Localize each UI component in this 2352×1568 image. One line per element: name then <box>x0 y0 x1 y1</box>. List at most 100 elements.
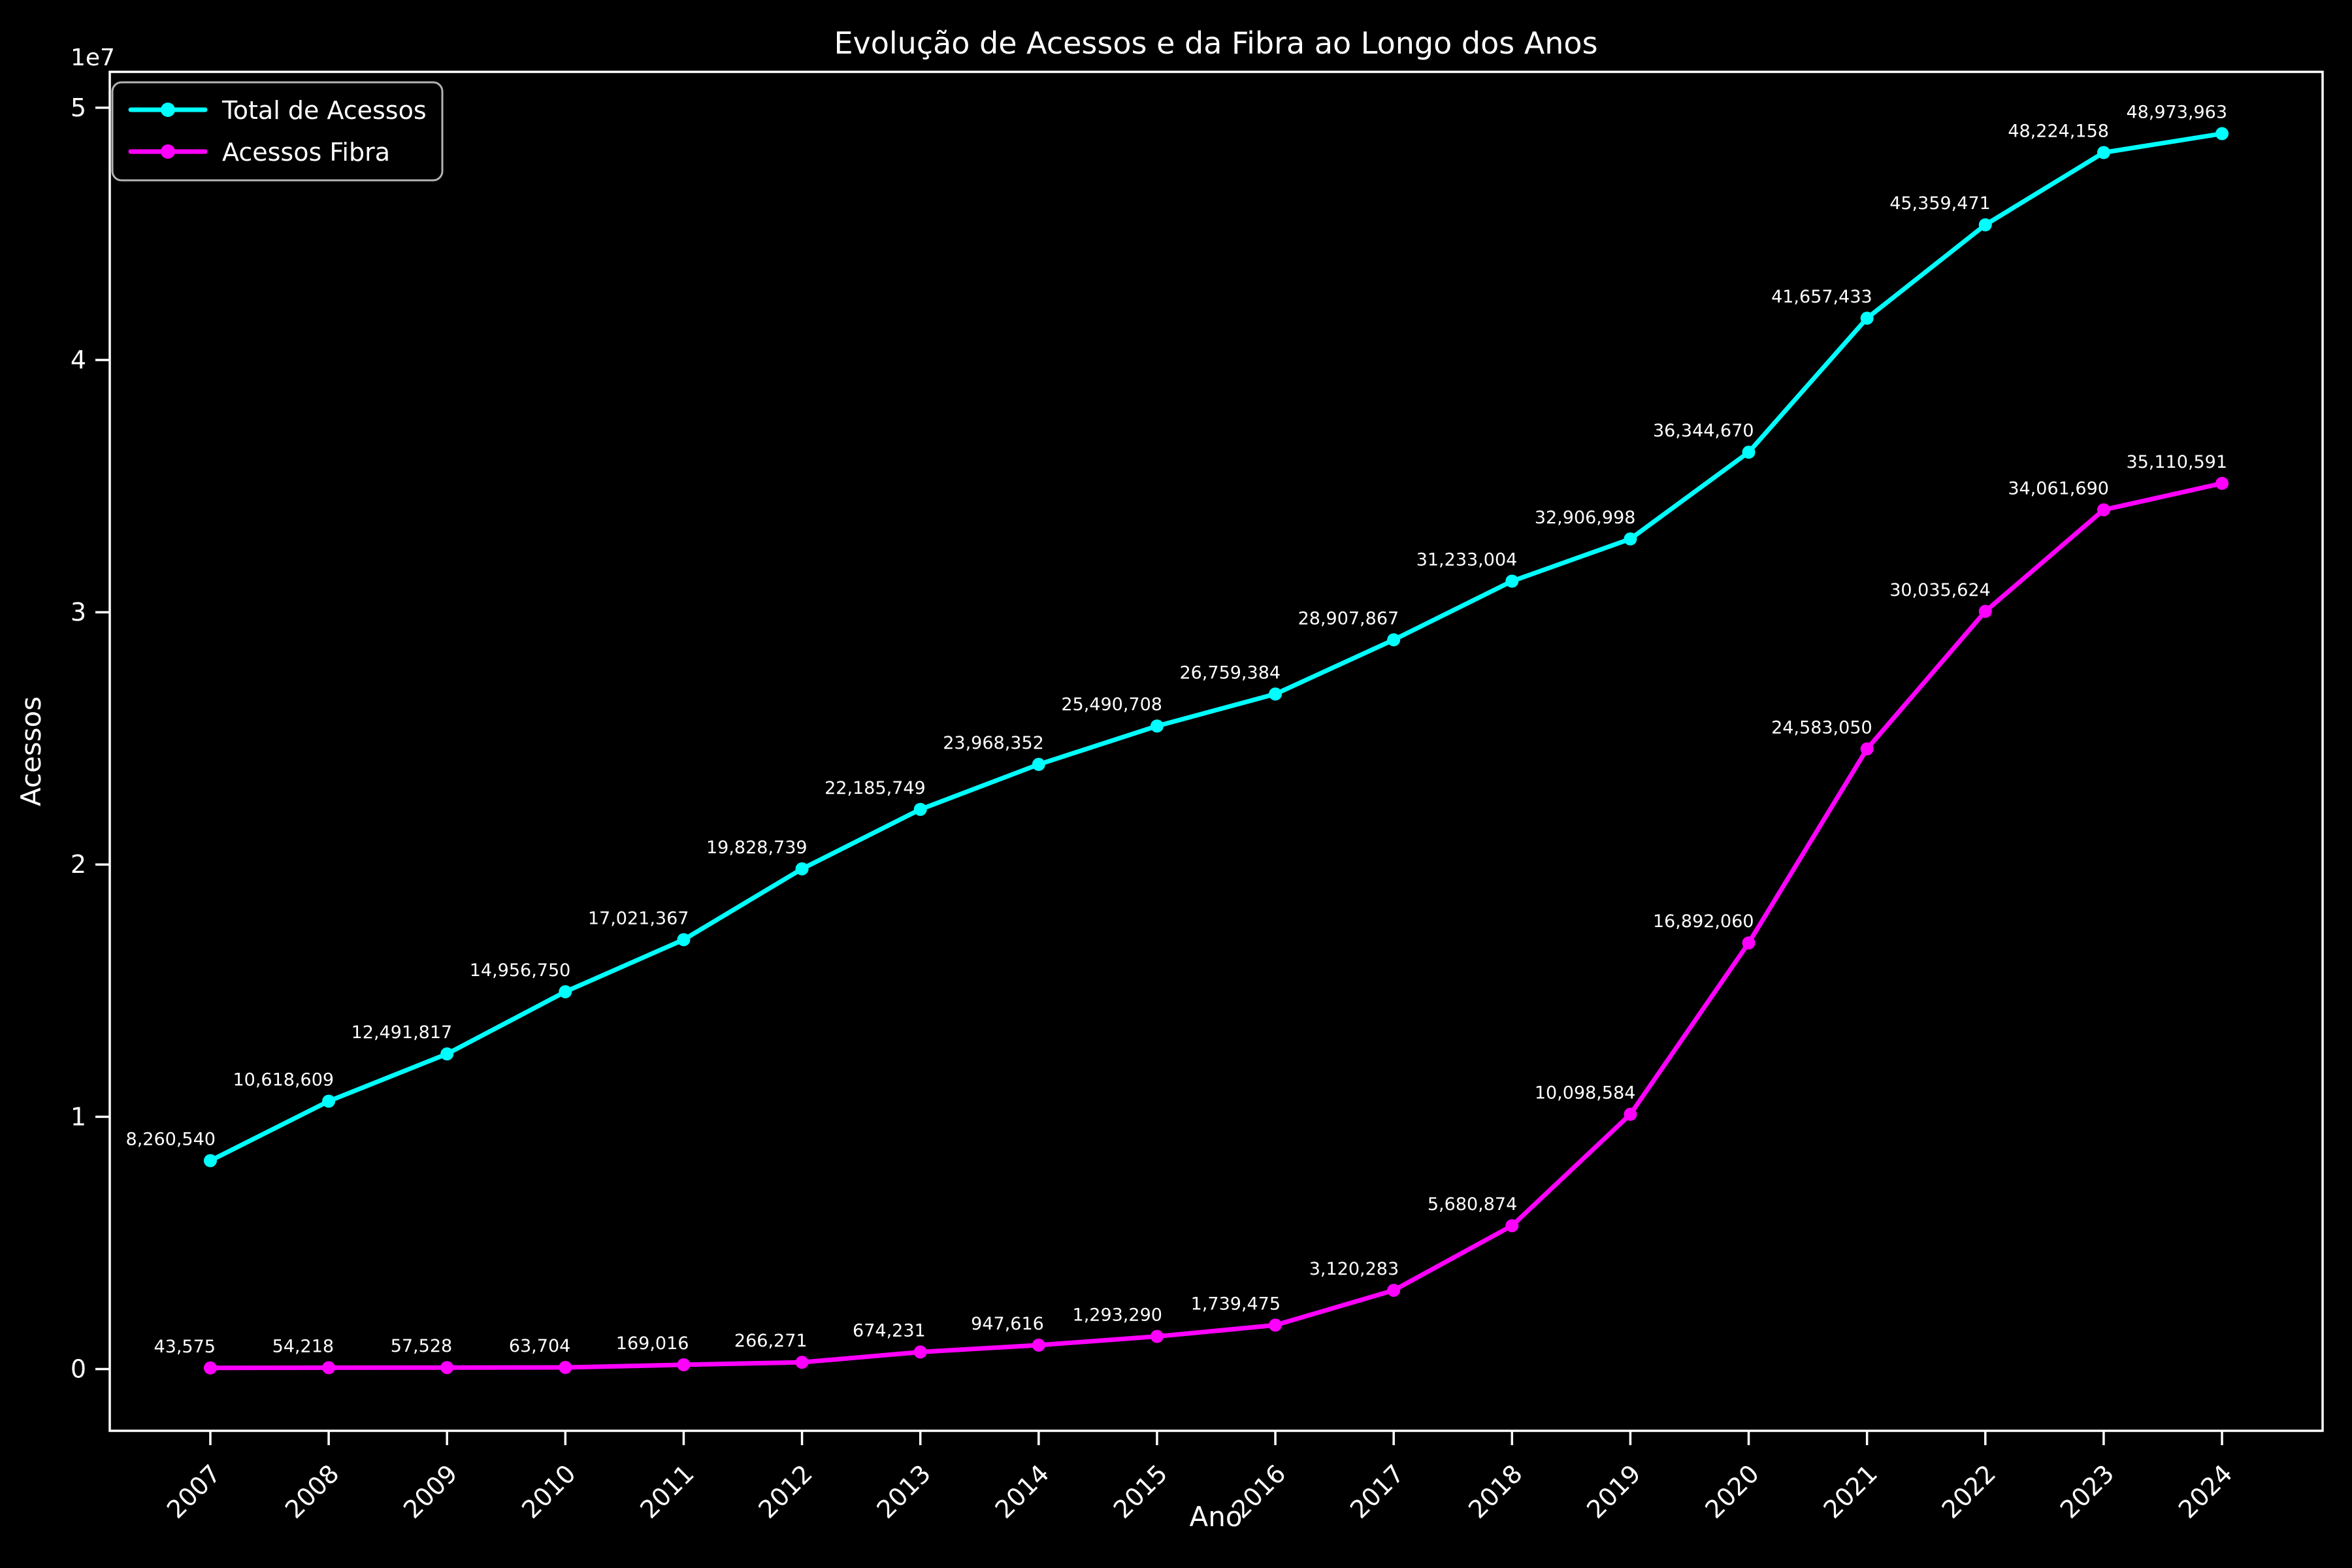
data-point-label: 3,120,283 <box>1309 1259 1399 1279</box>
series-line-1 <box>208 481 2225 1371</box>
data-point-label: 16,892,060 <box>1653 911 1754 932</box>
data-point <box>1269 687 1282 701</box>
x-tick-label: 2024 <box>2173 1459 2238 1524</box>
data-point-label: 28,907,867 <box>1298 608 1399 629</box>
x-tick-label: 2008 <box>280 1459 345 1524</box>
data-point-label: 947,616 <box>971 1314 1044 1334</box>
x-tick-label: 2018 <box>1463 1459 1528 1524</box>
y-tick-label: 1 <box>71 1102 86 1131</box>
data-point <box>1269 1318 1282 1332</box>
data-point-label: 674,231 <box>853 1320 926 1341</box>
data-point-label: 169,016 <box>616 1333 689 1354</box>
x-axis-label: Ano <box>1189 1501 1242 1533</box>
data-point-label: 36,344,670 <box>1653 421 1754 441</box>
data-point <box>440 1361 454 1375</box>
data-point <box>1624 532 1637 546</box>
legend: Total de Acessos Acessos Fibra <box>111 81 444 182</box>
data-point <box>203 1361 217 1375</box>
data-point <box>440 1047 454 1061</box>
x-tick-label: 2011 <box>634 1459 700 1524</box>
x-tick-label: 2021 <box>1818 1459 1884 1524</box>
y-axis-offset-label: 1e7 <box>71 44 115 71</box>
data-point <box>322 1094 336 1108</box>
data-point <box>1860 742 1874 756</box>
y-tick-label: 4 <box>71 346 86 374</box>
data-point <box>677 933 691 947</box>
data-point-label: 8,260,540 <box>126 1130 216 1150</box>
x-tick-label: 2017 <box>1345 1459 1410 1524</box>
x-tick-label: 2023 <box>2055 1459 2120 1524</box>
x-tick-label: 2012 <box>753 1459 818 1524</box>
data-point-label: 41,657,433 <box>1771 287 1872 307</box>
plot-spines <box>108 71 2324 1432</box>
data-point-label: 32,906,998 <box>1535 508 1636 528</box>
data-point <box>795 1356 809 1369</box>
data-point-label: 19,828,739 <box>706 838 808 858</box>
x-tick-label: 2022 <box>1936 1459 2002 1524</box>
data-point <box>913 1345 927 1359</box>
data-point <box>2215 476 2229 490</box>
data-point-label: 63,704 <box>509 1336 570 1356</box>
data-point-label: 35,110,591 <box>2126 452 2227 472</box>
data-point-label: 14,956,750 <box>470 960 571 981</box>
data-point <box>1624 1107 1637 1121</box>
data-point <box>1742 936 1756 950</box>
data-point <box>1978 604 1992 618</box>
data-point <box>322 1361 336 1375</box>
data-point-label: 17,021,367 <box>588 908 689 928</box>
data-point <box>559 1360 572 1374</box>
data-point <box>1742 446 1756 459</box>
data-point <box>913 802 927 816</box>
data-point-label: 5,680,874 <box>1428 1194 1517 1215</box>
x-tick-label: 2013 <box>872 1459 937 1524</box>
x-tick-label: 2019 <box>1581 1459 1646 1524</box>
data-point <box>1860 312 1874 325</box>
data-point <box>559 985 572 998</box>
data-point-label: 48,973,963 <box>2126 103 2227 123</box>
y-tick-label: 2 <box>71 850 86 879</box>
data-point <box>1150 1330 1164 1343</box>
x-tick-label: 2009 <box>398 1459 463 1524</box>
data-point <box>2097 146 2110 159</box>
series-line-0 <box>208 131 2225 1164</box>
data-point-label: 34,061,690 <box>2008 478 2109 498</box>
data-point-label: 54,218 <box>272 1336 334 1356</box>
x-tick-label: 2010 <box>516 1459 581 1524</box>
data-point <box>1505 574 1519 588</box>
x-tick-label: 2020 <box>1699 1459 1765 1524</box>
data-point-label: 26,759,384 <box>1179 662 1281 683</box>
data-point <box>203 1154 217 1168</box>
data-point-label: 266,271 <box>734 1331 808 1351</box>
data-point-label: 22,185,749 <box>825 778 926 798</box>
x-tick-label: 2015 <box>1108 1459 1173 1524</box>
legend-item-1: Acessos Fibra <box>128 138 390 167</box>
data-point <box>795 862 809 875</box>
data-point-label: 43,575 <box>154 1337 215 1357</box>
legend-item-label: Total de Acessos <box>221 96 427 125</box>
data-point-label: 48,224,158 <box>2008 121 2109 141</box>
data-point <box>2097 503 2110 517</box>
legend-item-label: Acessos Fibra <box>222 138 390 167</box>
y-tick-label: 3 <box>71 598 86 627</box>
y-tick-label: 0 <box>71 1354 86 1383</box>
y-axis-label: Acessos <box>15 696 47 806</box>
data-point-label: 1,739,475 <box>1191 1294 1281 1314</box>
legend-frame <box>111 81 444 182</box>
data-point-label: 30,035,624 <box>1889 580 1991 600</box>
data-point-label: 23,968,352 <box>943 733 1044 753</box>
data-point <box>1978 218 1992 232</box>
legend-marker <box>161 103 175 117</box>
plot-area: 2007 2008 2009 2010 2011 2012 2013 2014 2015 2016… <box>71 71 2324 1524</box>
legend-marker <box>161 144 175 159</box>
chart-title: Evolução de Acessos e da Fibra ao Longo … <box>834 25 1597 61</box>
y-tick-label: 5 <box>71 93 86 122</box>
data-point-label: 12,491,817 <box>351 1022 453 1043</box>
data-point <box>677 1358 691 1371</box>
data-point-label: 10,098,584 <box>1535 1083 1636 1103</box>
data-point <box>2215 127 2229 140</box>
data-point-label: 57,528 <box>391 1336 452 1356</box>
data-point <box>1387 1283 1401 1297</box>
data-point <box>1032 1338 1045 1352</box>
data-point-label: 31,233,004 <box>1416 550 1518 570</box>
